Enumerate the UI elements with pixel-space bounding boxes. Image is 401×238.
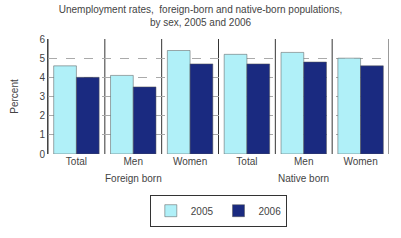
svg-text:Unemployment rates, foreign-b: Unemployment rates, foreign-born and nat… — [59, 4, 343, 28]
svg-text:Total: Total — [236, 156, 257, 167]
svg-text:Men: Men — [124, 156, 143, 167]
svg-text:4: 4 — [39, 72, 45, 83]
svg-text:1: 1 — [39, 129, 45, 140]
svg-text:Women: Women — [173, 156, 207, 167]
svg-text:5: 5 — [39, 53, 45, 64]
svg-text:2006: 2006 — [258, 206, 281, 217]
svg-text:Foreign born: Foreign born — [105, 173, 162, 184]
svg-text:Women: Women — [343, 156, 377, 167]
svg-text:2: 2 — [39, 110, 45, 121]
svg-text:Percent: Percent — [9, 79, 20, 114]
svg-text:3: 3 — [39, 91, 45, 102]
svg-text:0: 0 — [39, 149, 45, 160]
svg-text:Native born: Native born — [278, 173, 329, 184]
svg-text:Men: Men — [294, 156, 313, 167]
svg-text:6: 6 — [39, 34, 45, 45]
svg-text:2005: 2005 — [191, 206, 214, 217]
svg-text:Total: Total — [66, 156, 87, 167]
